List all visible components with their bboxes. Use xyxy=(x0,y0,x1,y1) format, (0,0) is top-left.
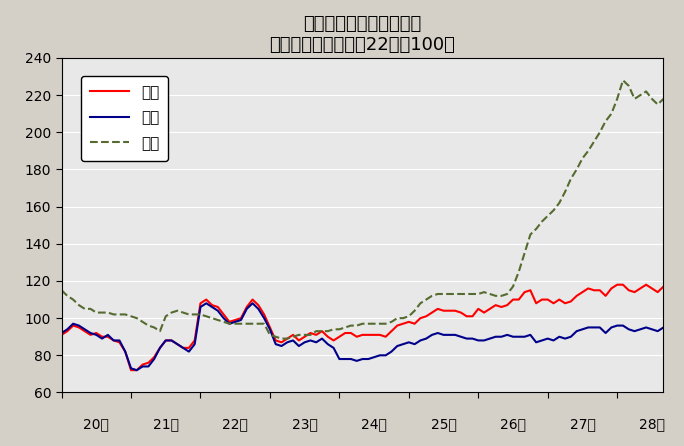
在庫 xyxy=(503,291,512,297)
在庫 xyxy=(295,332,303,338)
在庫 xyxy=(63,293,71,298)
出荷 xyxy=(133,368,141,373)
在庫 xyxy=(278,336,286,341)
出荷 xyxy=(330,345,338,351)
生産 xyxy=(127,368,135,373)
生産 xyxy=(295,338,303,343)
出荷 xyxy=(509,334,517,339)
Text: 21年: 21年 xyxy=(153,417,179,431)
出荷 xyxy=(63,326,71,332)
Text: 24年: 24年 xyxy=(361,417,387,431)
Text: 23年: 23年 xyxy=(291,417,317,431)
Text: 28年: 28年 xyxy=(639,417,665,431)
Text: 25年: 25年 xyxy=(431,417,456,431)
在庫 xyxy=(57,288,66,293)
生産 xyxy=(503,302,512,308)
生産 xyxy=(63,328,71,334)
Line: 在庫: 在庫 xyxy=(62,80,663,339)
出荷 xyxy=(659,325,668,330)
生産 xyxy=(57,332,66,338)
在庫 xyxy=(324,328,332,334)
生産 xyxy=(497,304,505,310)
Text: 22年: 22年 xyxy=(222,417,248,431)
Line: 出荷: 出荷 xyxy=(62,303,663,370)
在庫 xyxy=(659,96,668,102)
出荷 xyxy=(144,364,153,369)
生産 xyxy=(324,334,332,339)
Text: 26年: 26年 xyxy=(500,417,526,431)
Legend: 生産, 出荷, 在庫: 生産, 出荷, 在庫 xyxy=(81,76,168,161)
Text: 20年: 20年 xyxy=(83,417,109,431)
生産 xyxy=(659,284,668,289)
生産 xyxy=(144,360,153,365)
Title: 鳥取県鉱工業指数の推移
（季節調整済、平成22年＝100）: 鳥取県鉱工業指数の推移 （季節調整済、平成22年＝100） xyxy=(269,15,456,54)
在庫 xyxy=(619,78,627,83)
在庫 xyxy=(497,293,505,298)
Line: 生産: 生産 xyxy=(62,285,663,370)
生産 xyxy=(613,282,621,287)
Text: 27年: 27年 xyxy=(570,417,595,431)
在庫 xyxy=(138,319,146,325)
出荷 xyxy=(300,340,308,345)
出荷 xyxy=(202,301,211,306)
出荷 xyxy=(57,330,66,336)
出荷 xyxy=(503,332,512,338)
